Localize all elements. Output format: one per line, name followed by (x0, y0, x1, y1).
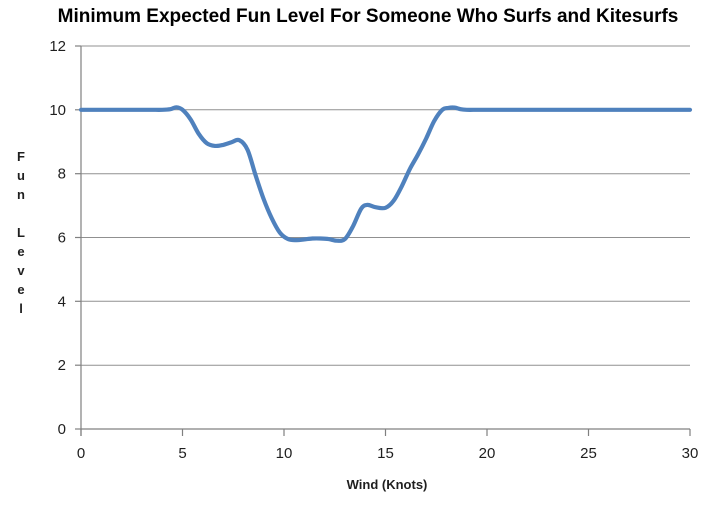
x-tick-label-30: 30 (682, 445, 699, 462)
x-tick-label-5: 5 (178, 445, 186, 462)
x-tick-label-10: 10 (276, 445, 293, 462)
y-axis-title-char (12, 204, 30, 223)
y-tick-label-0: 0 (58, 421, 66, 438)
y-tick-label-2: 2 (58, 357, 66, 374)
y-axis-title-char: L (17, 225, 25, 240)
y-axis-title-char: F (17, 149, 25, 164)
y-tick-label-4: 4 (58, 293, 66, 310)
chart-title: Minimum Expected Fun Level For Someone W… (57, 6, 679, 27)
y-axis-title-char: n (17, 187, 25, 202)
x-tick-label-25: 25 (580, 445, 597, 462)
y-tick-label-12: 12 (49, 38, 66, 55)
series-line (78, 105, 693, 243)
x-axis-title: Wind (Knots) (346, 477, 428, 492)
y-axis-title-char: v (17, 263, 25, 278)
y-tick-label-10: 10 (49, 102, 66, 119)
x-tick-label-0: 0 (77, 445, 85, 462)
y-tick-label-8: 8 (58, 166, 66, 183)
x-tick-label-15: 15 (377, 445, 394, 462)
x-tick-label-20: 20 (479, 445, 496, 462)
y-axis-title-char: u (17, 168, 25, 183)
y-tick-label-6: 6 (58, 230, 66, 247)
y-axis-title-char: e (17, 244, 25, 259)
y-axis-title-char: l (19, 301, 23, 316)
y-axis-title-char: e (17, 282, 25, 297)
